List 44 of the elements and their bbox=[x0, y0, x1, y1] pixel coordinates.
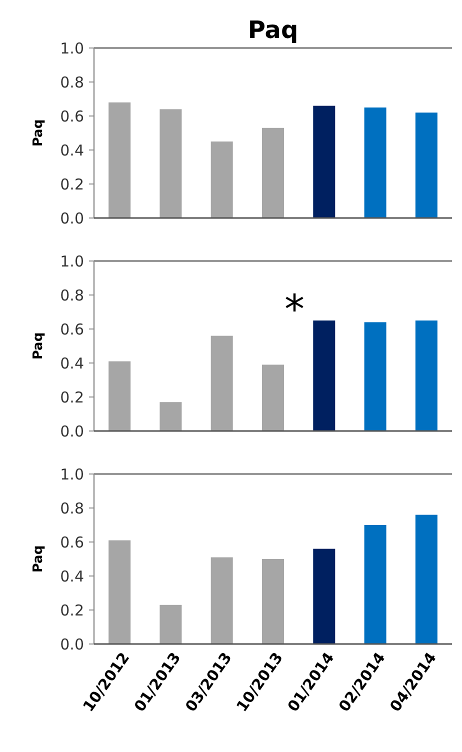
bar bbox=[364, 525, 386, 644]
bar bbox=[262, 128, 284, 218]
y-tick-label: 0.6 bbox=[60, 107, 84, 126]
annotation: * bbox=[284, 287, 304, 333]
bar bbox=[364, 108, 386, 218]
y-tick-label: 0.0 bbox=[60, 209, 84, 228]
y-tick-label: 0.8 bbox=[60, 499, 84, 518]
bar bbox=[313, 106, 336, 218]
y-tick-label: 0.8 bbox=[60, 73, 84, 92]
y-axis-title: Paq bbox=[31, 332, 46, 360]
chart-title: Paq bbox=[248, 16, 298, 44]
y-tick-label: 0.6 bbox=[60, 533, 84, 552]
bar bbox=[160, 604, 182, 644]
y-tick-label: 0.2 bbox=[60, 175, 84, 194]
bar bbox=[415, 320, 438, 431]
bar bbox=[108, 102, 131, 218]
bar bbox=[108, 361, 131, 431]
y-tick-label: 0.2 bbox=[60, 388, 84, 406]
y-tick-label: 0.8 bbox=[60, 286, 84, 304]
y-tick-label: 0.4 bbox=[60, 141, 84, 160]
bar bbox=[262, 559, 284, 644]
bar bbox=[415, 514, 438, 644]
y-tick-label: 0.0 bbox=[60, 422, 84, 440]
bar bbox=[364, 322, 386, 431]
bar bbox=[210, 336, 233, 431]
y-tick-label: 0.6 bbox=[60, 320, 84, 338]
bar bbox=[415, 112, 438, 218]
y-tick-label: 0.4 bbox=[60, 354, 84, 372]
y-tick-label: 1.0 bbox=[60, 252, 84, 270]
bar bbox=[313, 548, 336, 644]
bar bbox=[313, 320, 336, 431]
y-tick-label: 1.0 bbox=[60, 465, 84, 484]
bar bbox=[210, 557, 233, 644]
y-tick-label: 0.0 bbox=[60, 635, 84, 654]
bar bbox=[160, 402, 182, 431]
bar bbox=[262, 364, 284, 431]
y-tick-label: 0.2 bbox=[60, 601, 84, 620]
bar bbox=[210, 142, 233, 218]
y-tick-label: 1.0 bbox=[60, 39, 84, 58]
bar bbox=[160, 109, 182, 218]
y-axis-title: Paq bbox=[31, 119, 46, 147]
bar bbox=[108, 540, 131, 644]
y-tick-label: 0.4 bbox=[60, 567, 84, 586]
y-axis-title: Paq bbox=[31, 545, 46, 573]
